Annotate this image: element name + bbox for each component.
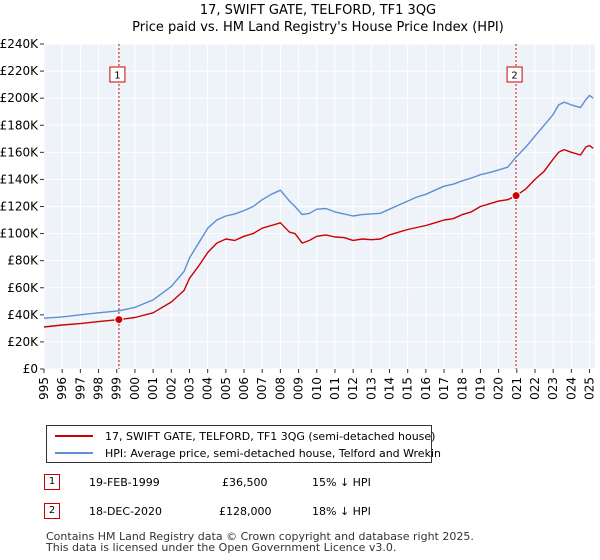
x-tick-label: 2002 [164,377,178,400]
x-tick-label: 2006 [237,377,251,400]
y-axis-ticks: £0 £20K £40K £60K £80K £100K £120K £140K £160K £1… [0,37,44,376]
transaction-date-2: 18-DEC-2020 [89,505,163,518]
x-tick-label: 2011 [328,377,342,400]
x-tick-label: 2025 [583,377,597,400]
footer-line-1: Contains HM Land Registry data © Crown c… [46,530,474,543]
transaction-label-box-2 [506,66,523,83]
footer-line-2: This data is licensed under the Open Gov… [46,541,397,554]
footer: Contains HM Land Registry data © Crown c… [46,531,474,553]
legend: 17, SWIFT GATE, TELFORD, TF1 3QG (semi-d… [46,425,441,463]
x-tick-label: 2013 [364,377,378,400]
y-tick-label: £220K [0,64,39,78]
transaction-label-1: 1 [114,71,120,82]
y-tick-label: £40K [7,308,39,322]
x-tick-label: 2015 [401,377,415,400]
legend-item-hpi: HPI: Average price, semi-detached house,… [55,445,441,461]
x-tick-label: 2000 [128,377,142,400]
x-tick-label: 2001 [146,377,160,400]
hpi-line [43,94,594,319]
x-tick-label: 2023 [546,377,560,400]
x-tick-label: 1998 [92,377,106,400]
x-tick-label: 2020 [492,377,506,400]
transaction-row-2: 2 18-DEC-2020 £128,000 18% ↓ HPI [44,503,564,521]
y-tick-label: £240K [0,37,39,51]
x-tick-label: 1995 [37,377,51,400]
chart-subtitle: Price paid vs. HM Land Registry's House … [132,20,504,35]
x-tick-label: 1996 [55,377,69,400]
x-tick-label: 2010 [310,377,324,400]
price-chart: 17, SWIFT GATE, TELFORD, TF1 3QG Price p… [0,3,597,400]
legend-swatch-hpi [55,452,93,454]
x-tick-label: 1997 [73,377,87,400]
x-tick-label: 2017 [437,377,451,400]
y-tick-label: £180K [0,118,39,132]
x-tick-label: 2008 [273,377,287,400]
transaction-point-2 [511,191,521,201]
x-tick-label: 2018 [455,377,469,400]
transaction-badge-2: 2 [44,503,60,519]
y-tick-label: £200K [0,91,39,105]
x-tick-label: 2004 [201,377,215,400]
y-tick-label: £0 [23,362,38,376]
legend-item-property: 17, SWIFT GATE, TELFORD, TF1 3QG (semi-d… [55,428,435,444]
x-tick-label: 2022 [528,377,542,400]
legend-swatch-property [55,435,93,437]
transaction-price-1: £36,500 [222,476,268,489]
x-tick-label: 2003 [182,377,196,400]
legend-label-hpi: HPI: Average price, semi-detached house,… [105,446,441,460]
x-tick-label: 2007 [255,377,269,400]
grid [43,43,595,370]
x-tick-label: 2016 [419,377,433,400]
x-tick-label: 2014 [383,377,397,400]
x-tick-label: 2021 [510,377,524,400]
property-price-line [43,144,594,328]
transaction-price-2: £128,000 [219,505,272,518]
legend-label-property: 17, SWIFT GATE, TELFORD, TF1 3QG (semi-d… [105,429,436,443]
y-tick-label: £80K [7,254,39,268]
y-tick-label: £160K [0,145,39,159]
x-tick-label: 1999 [110,377,124,400]
transaction-badge-1: 1 [44,474,60,490]
transaction-point-1 [114,315,124,325]
y-tick-label: £140K [0,172,39,186]
y-tick-label: £120K [0,200,39,214]
y-tick-label: £20K [7,335,39,349]
y-tick-label: £100K [0,227,39,241]
transaction-hpi-1: 15% ↓ HPI [312,476,371,489]
transaction-label-box-1 [109,66,126,83]
x-tick-label: 2009 [292,377,306,400]
x-tick-label: 2019 [473,377,487,400]
transaction-hpi-2: 18% ↓ HPI [312,505,371,518]
transaction-row-1: 1 19-FEB-1999 £36,500 15% ↓ HPI [44,474,564,492]
x-axis-ticks: 1995 1996 1997 1998 1999 2000 2001 2002 2003 2004… [37,369,597,400]
transaction-date-1: 19-FEB-1999 [89,476,160,489]
x-tick-label: 2005 [219,377,233,400]
series-group [43,94,594,328]
x-tick-label: 2024 [564,377,578,400]
transaction-label-2: 2 [511,71,517,82]
chart-title: 17, SWIFT GATE, TELFORD, TF1 3QG [200,3,436,18]
x-tick-label: 2012 [346,377,360,400]
y-tick-label: £60K [7,281,39,295]
